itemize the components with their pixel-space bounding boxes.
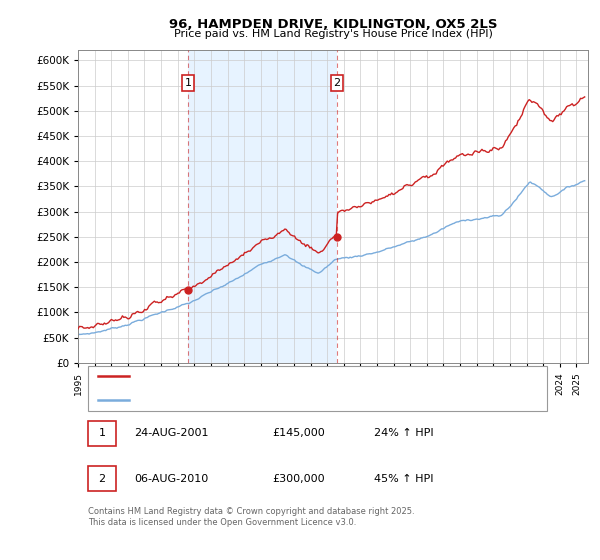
Text: 1: 1 xyxy=(98,428,106,438)
Text: £300,000: £300,000 xyxy=(272,474,325,484)
Bar xyxy=(188,50,337,363)
Text: 2: 2 xyxy=(98,474,106,484)
Text: 1: 1 xyxy=(185,78,191,88)
Text: 2: 2 xyxy=(334,78,340,88)
Text: Price paid vs. HM Land Registry's House Price Index (HPI): Price paid vs. HM Land Registry's House … xyxy=(173,29,493,39)
Text: Contains HM Land Registry data © Crown copyright and database right 2025.
This d: Contains HM Land Registry data © Crown c… xyxy=(88,507,415,528)
Text: 24-AUG-2001: 24-AUG-2001 xyxy=(134,428,209,438)
Text: HPI: Average price, semi-detached house, Cherwell: HPI: Average price, semi-detached house,… xyxy=(139,395,395,405)
FancyBboxPatch shape xyxy=(88,466,116,491)
FancyBboxPatch shape xyxy=(88,421,116,446)
Text: 45% ↑ HPI: 45% ↑ HPI xyxy=(374,474,433,484)
Text: £145,000: £145,000 xyxy=(272,428,325,438)
Text: 96, HAMPDEN DRIVE, KIDLINGTON, OX5 2LS: 96, HAMPDEN DRIVE, KIDLINGTON, OX5 2LS xyxy=(169,18,497,31)
FancyBboxPatch shape xyxy=(88,366,547,411)
Text: 96, HAMPDEN DRIVE, KIDLINGTON, OX5 2LS (semi-detached house): 96, HAMPDEN DRIVE, KIDLINGTON, OX5 2LS (… xyxy=(139,371,476,381)
Text: 24% ↑ HPI: 24% ↑ HPI xyxy=(374,428,433,438)
Text: 06-AUG-2010: 06-AUG-2010 xyxy=(134,474,208,484)
